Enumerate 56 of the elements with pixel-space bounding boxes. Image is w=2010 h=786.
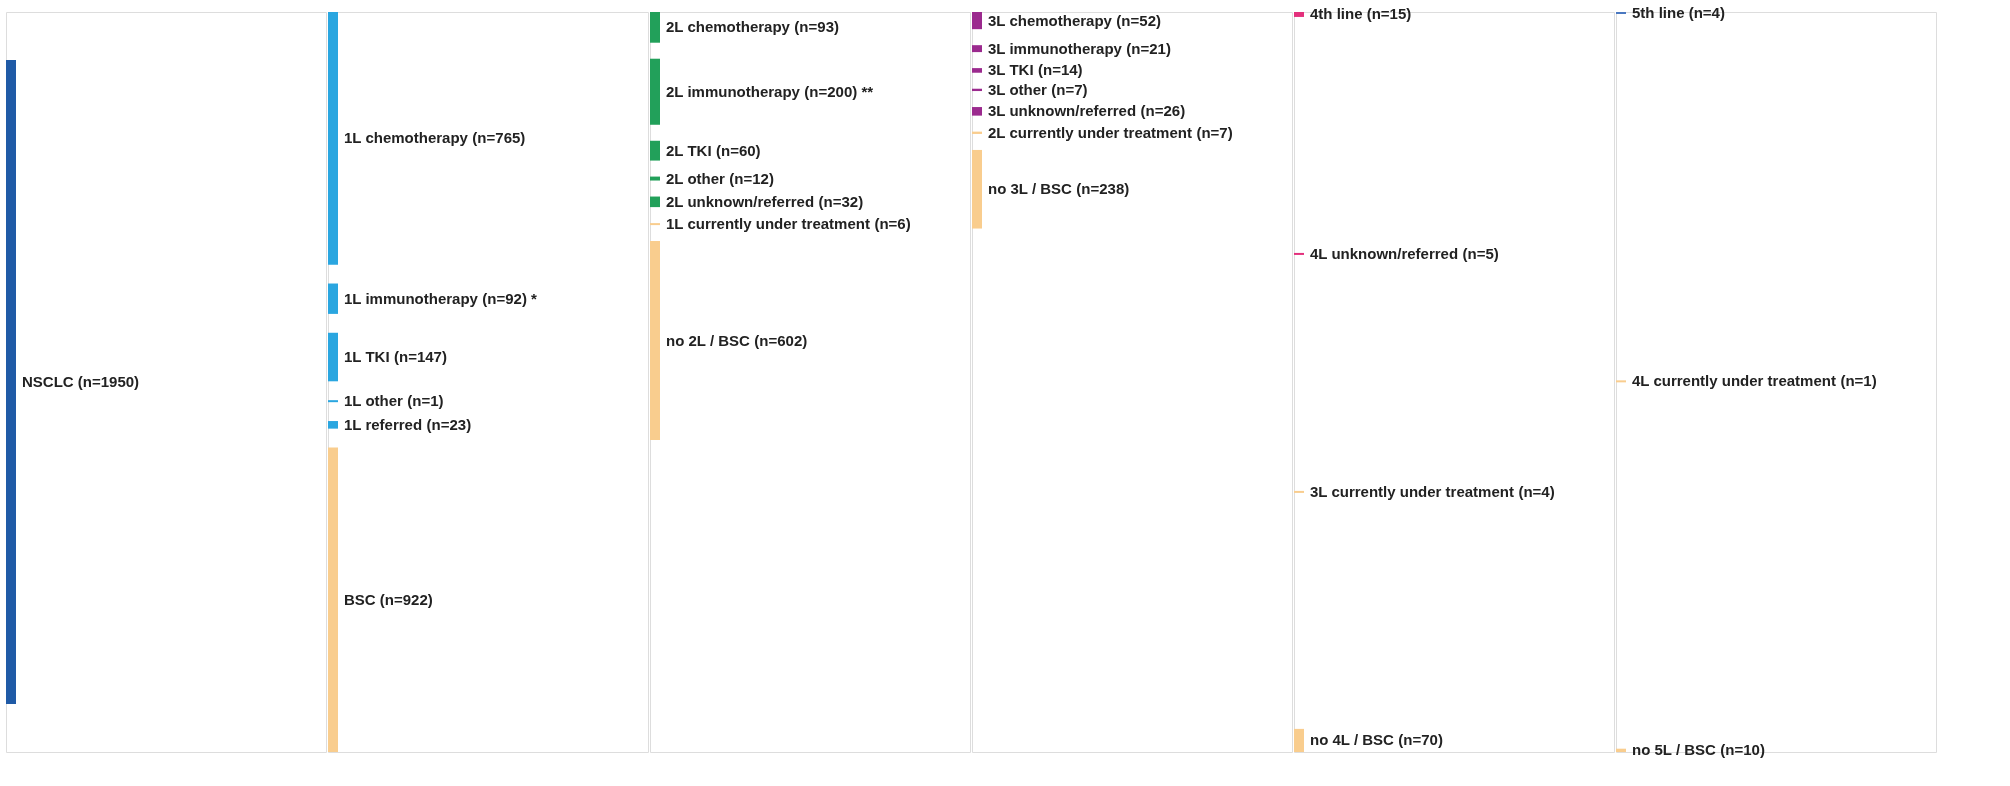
- data-label: (n=52): [1116, 11, 1161, 29]
- data-label: (n=1950): [77, 373, 140, 390]
- data-label: (n=922): [379, 590, 433, 608]
- data-label: (n=60): [716, 141, 761, 159]
- data-label: (n=6): [874, 215, 911, 233]
- category-label: 4L unknown/referred: [1310, 244, 1459, 262]
- category-label: 1L other: [344, 392, 404, 410]
- data-label: (n=10): [1720, 741, 1765, 759]
- category-label: 1L TKI: [344, 348, 390, 366]
- category-label: 3L immunotherapy: [988, 39, 1123, 57]
- category-label: 3L other: [988, 80, 1048, 98]
- category-label: 1L referred: [344, 415, 423, 433]
- data-label: (n=70): [1398, 731, 1443, 749]
- data-label: (n=4): [1518, 482, 1555, 500]
- data-label: (n=1): [1840, 372, 1877, 390]
- data-label: (n=21): [1126, 39, 1171, 57]
- category-label: 3L TKI: [988, 61, 1034, 79]
- data-label: (n=32): [818, 192, 864, 210]
- data-label: (n=92) *: [482, 289, 538, 307]
- data-label: (n=7): [1196, 123, 1233, 141]
- data-label: (n=7): [1051, 80, 1088, 98]
- category-label: 4th line: [1310, 5, 1363, 23]
- category-label: no 2L / BSC: [666, 331, 751, 349]
- data-label: (n=200) **: [804, 82, 874, 100]
- category-label: 2L TKI: [666, 141, 712, 159]
- data-label: (n=12): [729, 169, 774, 187]
- category-label: no 3L / BSC: [988, 180, 1073, 198]
- category-label: 3L chemotherapy: [988, 11, 1113, 29]
- data-label: (n=14): [1038, 61, 1083, 79]
- category-label: 1L chemotherapy: [344, 129, 469, 147]
- category-label: no 4L / BSC: [1310, 731, 1395, 749]
- data-label: (n=147): [394, 348, 447, 366]
- category-label: 2L immunotherapy: [666, 82, 801, 100]
- data-label: (n=4): [1688, 4, 1725, 21]
- category-label: 2L currently under treatment: [988, 123, 1192, 141]
- category-label: NSCLC: [22, 373, 74, 390]
- category-label: 4L currently under treatment: [1632, 372, 1836, 390]
- data-label: (n=15): [1366, 5, 1412, 23]
- category-label: 2L unknown/referred: [666, 192, 815, 210]
- category-label: 3L currently under treatment: [1310, 482, 1514, 500]
- data-label: (n=93): [794, 18, 839, 36]
- category-label: 2L other: [666, 169, 726, 187]
- data-label: (n=765): [472, 129, 526, 147]
- category-label: 2L chemotherapy: [666, 18, 791, 36]
- category-label: no 5L / BSC: [1632, 741, 1717, 759]
- data-label: (n=238): [1076, 180, 1130, 198]
- data-label: (n=602): [754, 331, 808, 349]
- data-label: (n=23): [426, 415, 472, 433]
- category-label: 1L currently under treatment: [666, 215, 870, 233]
- category-label: 3L unknown/referred: [988, 102, 1137, 120]
- category-label: 5th line: [1632, 4, 1685, 21]
- category-label: BSC: [344, 590, 376, 608]
- data-label: (n=1): [407, 392, 444, 410]
- category-label: 1L immunotherapy: [344, 289, 479, 307]
- data-label: (n=26): [1140, 102, 1186, 120]
- data-label: (n=5): [1462, 244, 1499, 262]
